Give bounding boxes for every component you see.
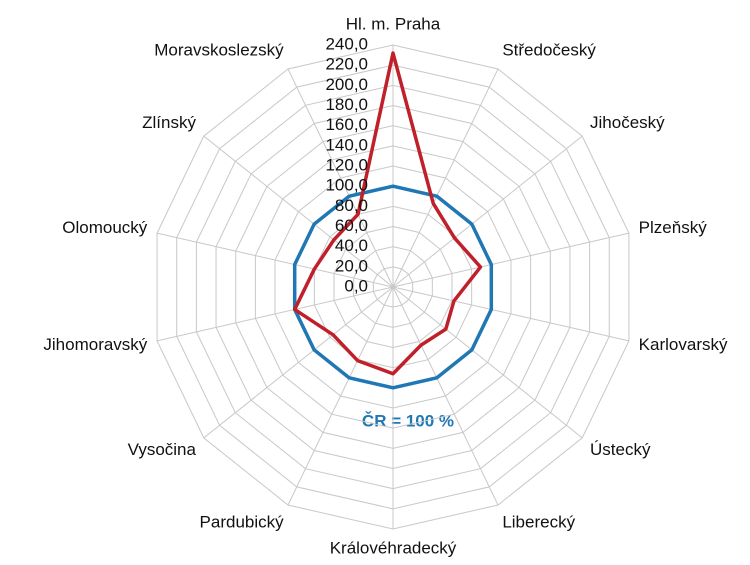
spoke — [392, 286, 499, 506]
spoke — [392, 68, 499, 288]
spoke — [392, 232, 630, 288]
category-label: Královéhradecký — [330, 538, 457, 557]
category-label: Hl. m. Praha — [346, 14, 441, 33]
r-tick-label: 60,0 — [335, 216, 368, 235]
r-tick-label: 20,0 — [335, 256, 368, 275]
r-tick-label: 140,0 — [325, 135, 368, 154]
spoke — [392, 286, 583, 439]
category-label: Zlínský — [142, 113, 196, 132]
spoke — [203, 286, 394, 439]
spoke — [392, 135, 583, 288]
spoke — [287, 286, 394, 506]
r-tick-label: 40,0 — [335, 236, 368, 255]
r-tick-label: 240,0 — [325, 34, 368, 53]
series-line — [292, 51, 483, 376]
category-label: Moravskoslezský — [154, 40, 284, 59]
spoke — [156, 286, 394, 342]
spoke — [392, 286, 630, 342]
r-tick-label: 220,0 — [325, 55, 368, 74]
spoke — [203, 135, 394, 288]
category-label: Jihočeský — [590, 113, 665, 132]
spoke — [287, 68, 394, 288]
r-tick-label: 200,0 — [325, 75, 368, 94]
series-line — [292, 184, 494, 390]
category-label: Jihomoravský — [43, 335, 147, 354]
category-label: Pardubický — [200, 513, 285, 532]
spoke — [156, 232, 394, 288]
category-label: Středočeský — [502, 40, 596, 59]
r-tick-label: 180,0 — [325, 95, 368, 114]
r-tick-label: 80,0 — [335, 196, 368, 215]
category-label: Liberecký — [502, 513, 575, 532]
r-tick-label: 120,0 — [325, 155, 368, 174]
category-label: Vysočina — [128, 440, 197, 459]
category-label: Olomoucký — [62, 218, 148, 237]
r-tick-label: 160,0 — [325, 115, 368, 134]
category-label: Ústecký — [590, 440, 651, 459]
annotation: ČR = 100 % — [362, 411, 454, 430]
category-label: Karlovarský — [639, 335, 728, 354]
r-tick-label: 100,0 — [325, 176, 368, 195]
category-label: Plzeňský — [639, 218, 708, 237]
r-tick-label: 0,0 — [344, 276, 368, 295]
